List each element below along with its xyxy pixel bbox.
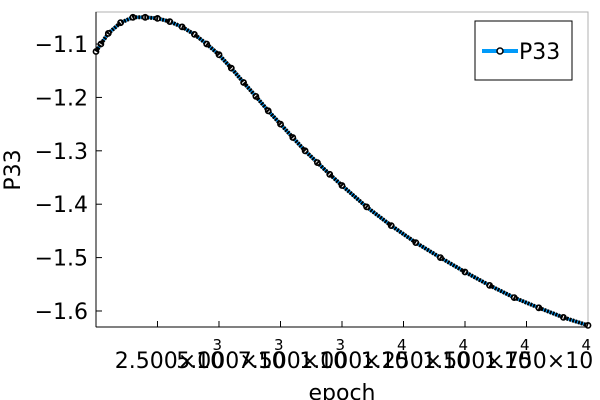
x-axis-ticks: 2.500×1035.000×1037.500×1031.000×1041.25… <box>115 321 593 374</box>
x-tick-label: 1.250×10 <box>361 349 470 374</box>
y-axis-label: P33 <box>1 149 26 190</box>
x-tick-exponent: 4 <box>520 336 530 354</box>
legend: P33 <box>474 20 573 81</box>
x-tick-label: 7.500×10 <box>238 349 347 374</box>
y-tick-label: −1.3 <box>35 140 88 165</box>
y-tick-label: −1.2 <box>35 86 88 111</box>
legend-marker-p33 <box>496 47 504 55</box>
series-marker-trail <box>94 15 589 328</box>
y-tick-label: −1.6 <box>35 300 88 325</box>
x-tick-label: 1.000×10 <box>299 349 408 374</box>
x-tick-exponent: 4 <box>397 336 407 354</box>
plot-area: −1.1−1.2−1.3−1.4−1.5−1.6 2.500×1035.000×… <box>35 11 593 374</box>
y-tick-label: −1.4 <box>35 193 88 218</box>
x-axis-label: epoch <box>309 381 376 400</box>
x-tick-label: 1.500×10 <box>422 349 531 374</box>
x-tick-exponent: 3 <box>335 336 345 354</box>
x-tick-exponent: 3 <box>212 336 222 354</box>
legend-label-p33: P33 <box>519 40 560 65</box>
y-axis-ticks: −1.1 −1.2 −1.3 −1.4 −1.5 −1.6 <box>35 33 102 325</box>
x-tick-label: 2.500×10 <box>115 349 224 374</box>
y-tick-label: −1.1 <box>35 33 88 58</box>
x-tick-label: 5.000×10 <box>176 349 285 374</box>
series-layer <box>92 13 592 329</box>
y-tick-label: −1.5 <box>35 247 88 272</box>
x-tick-exponent: 3 <box>274 336 284 354</box>
x-tick-exponent: 4 <box>458 336 468 354</box>
x-tick-exponent: 4 <box>581 336 591 354</box>
x-tick-label: 1.750×10 <box>484 349 593 374</box>
